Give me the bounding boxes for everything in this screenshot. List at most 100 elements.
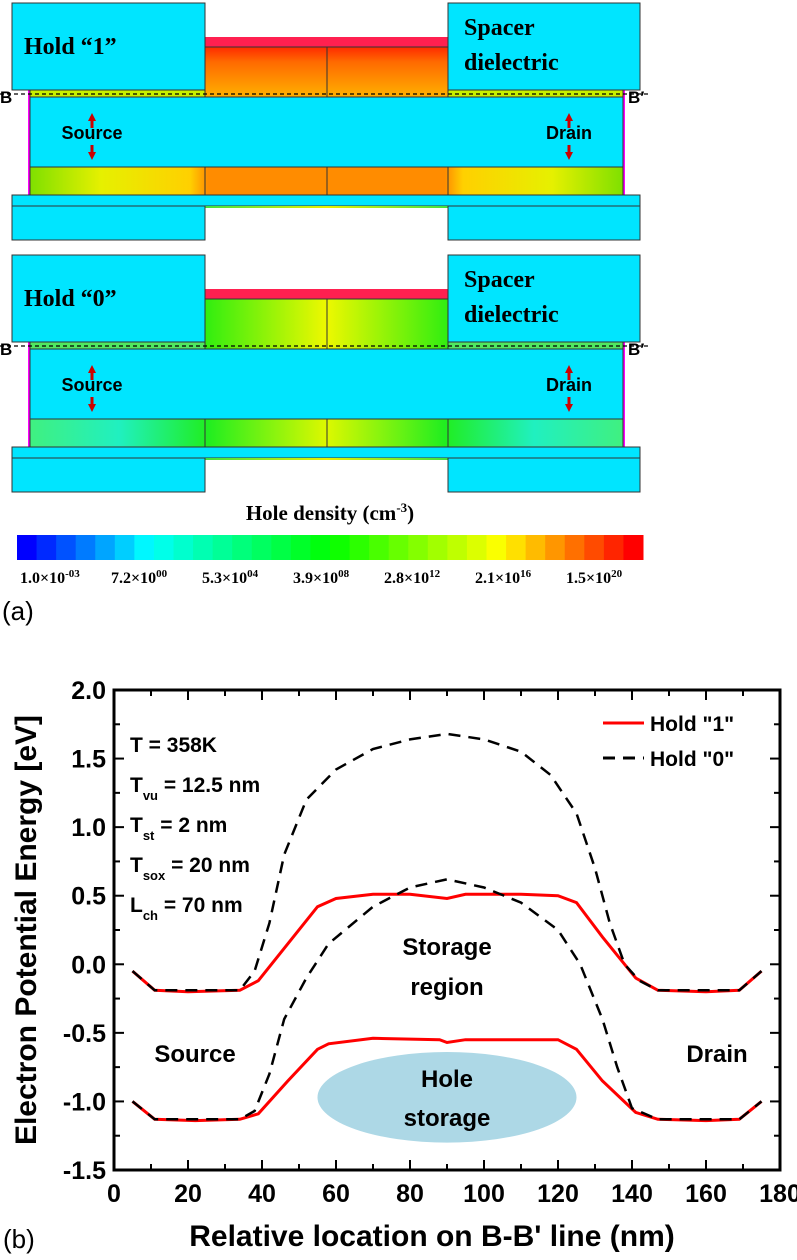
- series-line-valence-hold0: [131, 878, 763, 1121]
- colorbar-segment: [330, 535, 351, 560]
- parameter-annotation: T = 358K: [130, 734, 217, 757]
- x-axis-label: Relative location on B-B' line (nm): [189, 1220, 675, 1253]
- spacer-left: [11, 2, 206, 91]
- series-line-valence-hold1: [131, 1036, 763, 1123]
- arrow-down-icon: [565, 145, 573, 160]
- bottom-block-right: [447, 457, 641, 493]
- colorbar-segment: [427, 535, 448, 560]
- y-tick-label: 0.0: [71, 951, 106, 979]
- colorbar-segment: [525, 535, 546, 560]
- y-axis-label: Electron Potential Energy [eV]: [10, 715, 43, 1145]
- thin-strip: [205, 206, 448, 208]
- source-label: Source: [61, 375, 122, 395]
- source-label: Source: [61, 123, 122, 143]
- colorbar-segment: [153, 535, 174, 560]
- colorbar-ticks: 1.0×10-03 7.2×1000 5.3×1004 3.9×1008 2.8×101…: [20, 568, 623, 587]
- band-diagram-chart: 0 20 40 60 80 100 120 140 160 180 -1.5 -1.0 -0.5 0.0 0…: [10, 677, 797, 1253]
- bottom-block-left: [11, 205, 206, 241]
- drain-label: Drain: [546, 375, 592, 395]
- colorbar-segment: [17, 535, 38, 560]
- series-line-conduction-hold0: [131, 732, 763, 992]
- parameter-annotation: Lch = 70 nm: [130, 894, 243, 923]
- legend-label-hold1: Hold "1": [650, 713, 734, 736]
- b-label: B: [0, 340, 12, 359]
- spacer-label: dielectric: [464, 50, 559, 76]
- buried-oxide: [11, 194, 641, 207]
- arrow-down-icon: [88, 145, 96, 160]
- arrow-up-icon: [565, 365, 573, 380]
- hole-storage-label: Hole: [421, 1066, 473, 1093]
- colorbar-segment: [193, 535, 214, 560]
- colorbar-segment: [251, 535, 272, 560]
- device-hold0: Hold “0” Spacer dielectric B B′ Source Drain: [0, 254, 650, 493]
- parameter-annotation: Tvu = 12.5 nm: [130, 774, 260, 803]
- device-cross-sections: Hold “1” Spacer dielectric B B′ Source Drain Ho…: [0, 2, 650, 493]
- x-tick-label: 0: [107, 1180, 121, 1208]
- arrow-up-icon: [88, 365, 96, 380]
- x-tick-label: 180: [759, 1180, 797, 1208]
- x-tick-label: 120: [537, 1180, 579, 1208]
- bottom-block-left: [11, 457, 206, 493]
- parameter-annotation: Tsox = 20 nm: [130, 854, 250, 883]
- drain-label: Drain: [686, 1041, 747, 1068]
- x-tick-label: 160: [685, 1180, 727, 1208]
- colorbar-segment: [95, 535, 116, 560]
- device-hold1: Hold “1” Spacer dielectric B B′ Source Drain: [0, 2, 650, 241]
- y-tick-label: 2.0: [71, 677, 106, 705]
- b-prime-label: B′: [628, 88, 644, 107]
- storage-region-label: region: [410, 974, 483, 1001]
- storage-region-label: Storage: [402, 934, 491, 961]
- colorbar-title: Hole density (cm-3): [246, 500, 414, 525]
- colorbar-segment: [584, 535, 605, 560]
- colorbar-segment: [349, 535, 370, 560]
- x-tick-label: 140: [611, 1180, 653, 1208]
- y-tick-label: 1.0: [71, 814, 106, 842]
- b-label: B: [0, 88, 12, 107]
- y-tick-label: -0.5: [63, 1020, 106, 1048]
- panel-b-label: (b): [3, 1224, 35, 1254]
- device-title: Hold “0”: [24, 286, 117, 312]
- bottom-block-right: [447, 205, 641, 241]
- colorbar-segment: [369, 535, 390, 560]
- colorbar-segment: [545, 535, 566, 560]
- panel-a-label: (a): [2, 596, 34, 626]
- spacer-label: Spacer: [464, 15, 535, 41]
- spacer-right: [447, 2, 641, 91]
- buried-oxide: [11, 446, 641, 459]
- colorbar-tick-label: 7.2×1000: [111, 568, 168, 587]
- parameter-annotation: Tst = 2 nm: [130, 814, 227, 843]
- colorbar-segment: [486, 535, 507, 560]
- colorbar-segment: [232, 535, 253, 560]
- y-tick-label: 1.5: [71, 746, 106, 774]
- colorbar-tick-label: 2.8×1012: [384, 568, 441, 587]
- device-title: Hold “1”: [24, 34, 117, 60]
- y-tick-label: 0.5: [71, 883, 106, 911]
- x-tick-label: 60: [322, 1180, 350, 1208]
- colorbar-segment: [134, 535, 155, 560]
- colorbar-segment: [310, 535, 331, 560]
- hole-storage-ellipse: [317, 1052, 577, 1143]
- gate-oxide: [205, 37, 448, 47]
- colorbar-segment: [388, 535, 409, 560]
- x-tick-label: 40: [248, 1180, 276, 1208]
- colorbar-segment: [114, 535, 135, 560]
- colorbar-segment: [506, 535, 527, 560]
- arrow-down-icon: [88, 397, 96, 412]
- colorbar-segment: [564, 535, 585, 560]
- y-tick-label: -1.5: [63, 1157, 106, 1185]
- colorbar-segment: [56, 535, 77, 560]
- source-label: Source: [154, 1041, 235, 1068]
- middle-dielectric: [29, 348, 624, 420]
- colorbar-segment: [212, 535, 233, 560]
- hole-storage-label: storage: [404, 1105, 491, 1132]
- arrow-up-icon: [565, 113, 573, 128]
- x-tick-label: 100: [463, 1180, 505, 1208]
- colorbar-segment: [466, 535, 487, 560]
- colorbar-segment: [447, 535, 468, 560]
- colorbar-segment: [173, 535, 194, 560]
- colorbar-segment: [623, 535, 644, 560]
- colorbar: Hole density (cm-3) 1.0×10-03 7.2×1000 5.3…: [17, 500, 644, 587]
- x-tick-label: 80: [396, 1180, 424, 1208]
- spacer-label: dielectric: [464, 302, 559, 328]
